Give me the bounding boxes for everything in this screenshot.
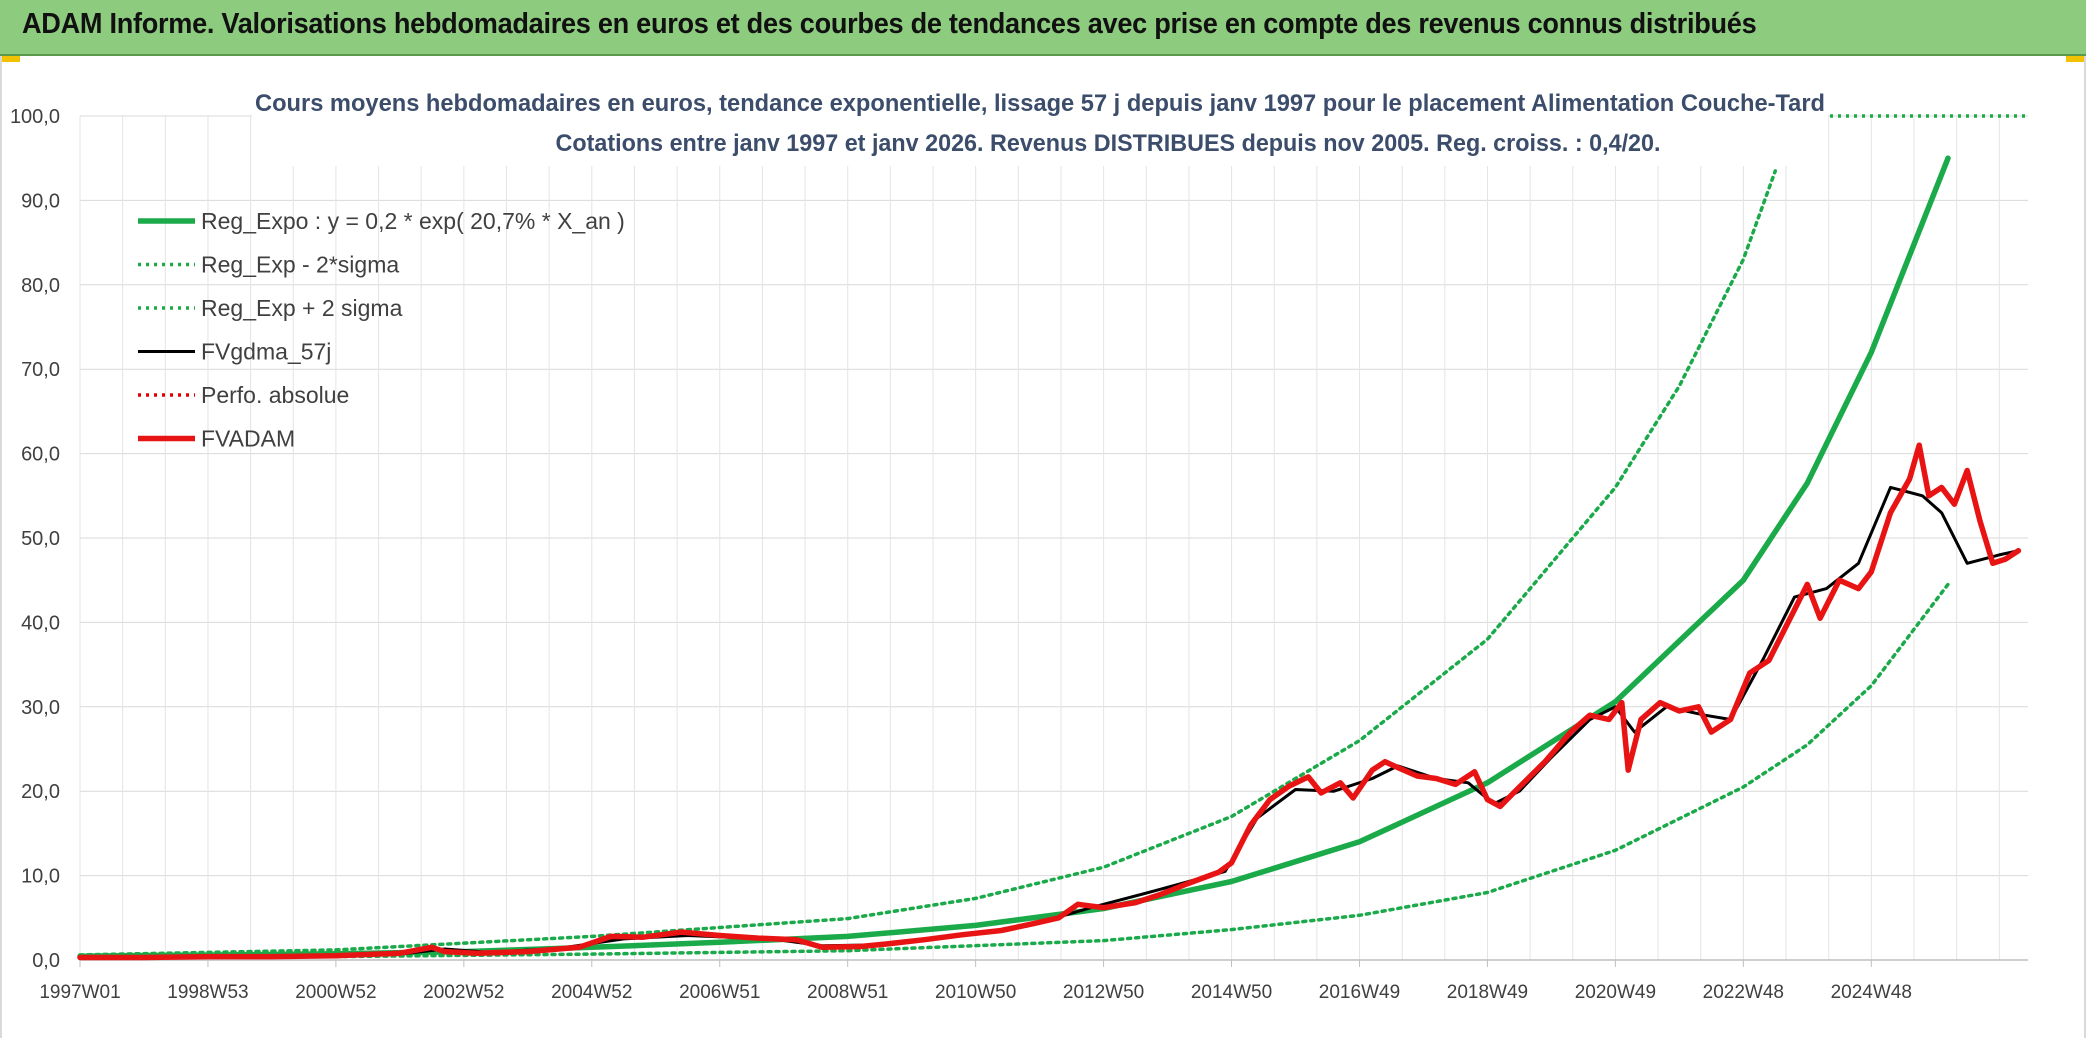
y-tick-label: 20,0 xyxy=(21,781,60,803)
x-tick-label: 2024W48 xyxy=(1831,982,1912,1003)
x-tick-label: 2004W52 xyxy=(551,982,632,1003)
x-tick-label: 2008W51 xyxy=(807,982,888,1003)
legend-label: Reg_Expo : y = 0,2 * exp( 20,7% * X_an ) xyxy=(201,208,625,234)
series-line xyxy=(77,155,1951,959)
legend-label: Perfo. absolue xyxy=(201,382,349,408)
chart-grid xyxy=(79,115,2028,961)
report-banner: ADAM Informe. Valorisations hebdomadaire… xyxy=(0,0,2086,56)
y-tick-label: 70,0 xyxy=(21,359,60,381)
series-lines xyxy=(77,114,2026,961)
x-tick-label: 2012W50 xyxy=(1063,982,1144,1003)
x-tick-label: 2010W50 xyxy=(935,982,1016,1003)
corner-marker-right xyxy=(2066,56,2086,62)
legend-label: FVgdma_57j xyxy=(201,339,331,365)
x-axis: 1997W01 1998W53 2000W52 2002W52 2004W52 2006W… xyxy=(39,959,2028,1003)
corner-marker-left xyxy=(0,56,20,62)
legend-label: Reg_Exp - 2*sigma xyxy=(201,252,399,278)
x-tick-label: 2006W51 xyxy=(679,982,760,1003)
y-tick-label: 50,0 xyxy=(21,528,60,550)
legend-label: FVADAM xyxy=(201,426,295,452)
y-tick-label: 100,0 xyxy=(10,106,60,128)
x-tick-label: 2000W52 xyxy=(295,982,376,1003)
y-axis: 0,0 10,0 20,0 30,0 40,0 50,0 60,0 70,0 80,0 90,0 1… xyxy=(10,106,60,972)
chart-subtitle: Cotations entre janv 1997 et janv 2026. … xyxy=(556,130,1661,157)
x-tick-label: 1997W01 xyxy=(39,982,120,1003)
x-tick-label: 2016W49 xyxy=(1319,982,1400,1003)
chart-legend: Reg_Expo : y = 0,2 * exp( 20,7% * X_an )… xyxy=(138,208,625,452)
report-title: ADAM Informe. Valorisations hebdomadaire… xyxy=(22,8,1757,40)
chart-title: Cours moyens hebdomadaires en euros, ten… xyxy=(255,90,1825,117)
x-tick-label: 2018W49 xyxy=(1447,982,1528,1003)
x-tick-label: 2014W50 xyxy=(1191,982,1272,1003)
y-tick-label: 10,0 xyxy=(21,866,60,888)
series-line xyxy=(77,442,2022,961)
x-tick-label: 1998W53 xyxy=(167,982,248,1003)
x-tick-label: 2020W49 xyxy=(1575,982,1656,1003)
series-line xyxy=(78,169,1778,957)
y-tick-label: 40,0 xyxy=(21,612,60,634)
chart-frame xyxy=(0,56,2086,1038)
x-tick-label: 2022W48 xyxy=(1703,982,1784,1003)
y-tick-label: 30,0 xyxy=(21,697,60,719)
legend-label: Reg_Exp + 2 sigma xyxy=(201,295,403,321)
x-tick-label: 2002W52 xyxy=(423,982,504,1003)
series-line xyxy=(78,582,1950,960)
title-background xyxy=(252,76,1828,166)
y-tick-label: 60,0 xyxy=(21,444,60,466)
y-tick-label: 90,0 xyxy=(21,190,60,212)
y-tick-label: 80,0 xyxy=(21,275,60,297)
y-tick-label: 0,0 xyxy=(32,950,60,972)
